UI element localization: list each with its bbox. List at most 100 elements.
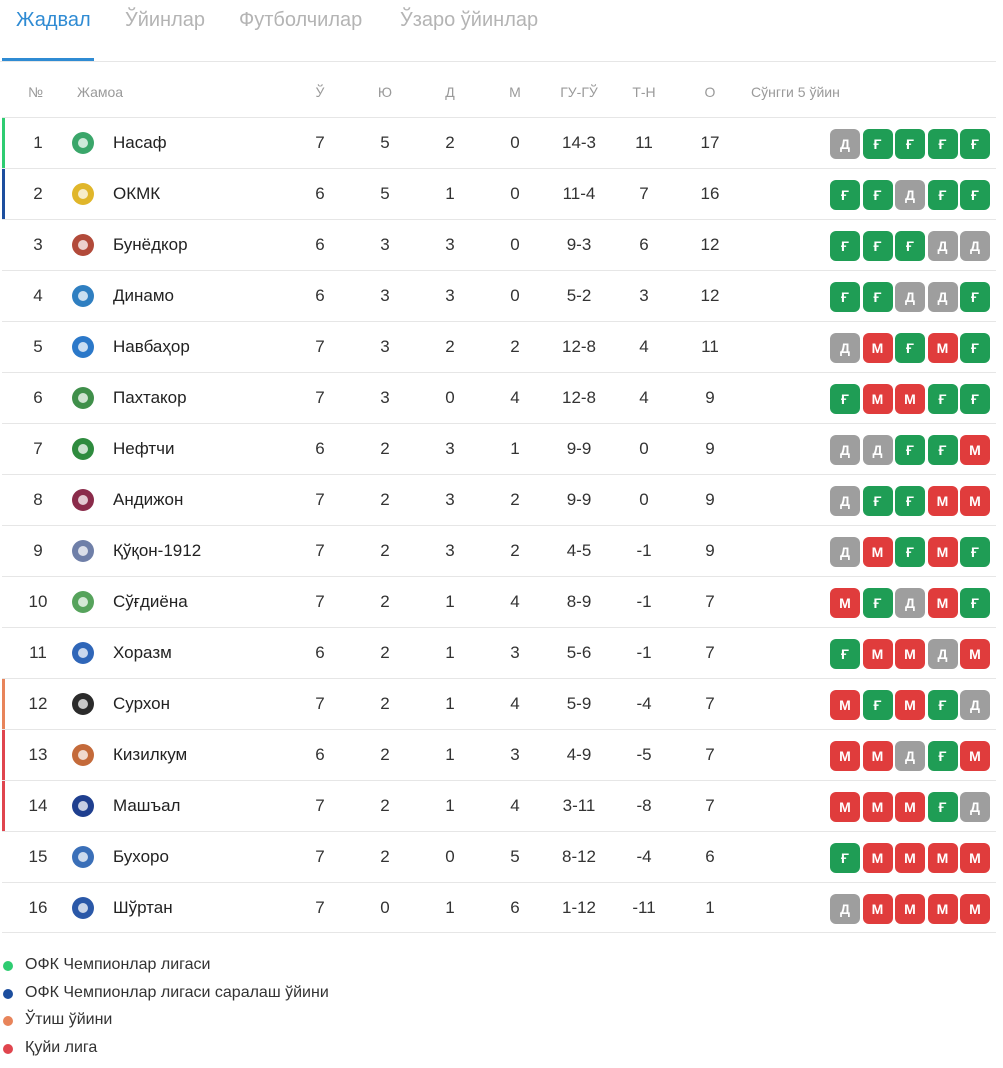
form-win-badge[interactable]: Ғ (830, 282, 860, 312)
form-win-badge[interactable]: Ғ (830, 384, 860, 414)
team-name[interactable]: Сўғдиёна (113, 592, 188, 611)
form-loss-badge[interactable]: М (960, 639, 990, 669)
tab-head-to-head[interactable]: Ўзаро ўйинлар (400, 9, 539, 31)
form-loss-badge[interactable]: М (960, 486, 990, 516)
form-draw-badge[interactable]: Д (927, 639, 958, 669)
form-win-badge[interactable]: Ғ (960, 588, 990, 618)
table-row[interactable]: 3 6 3 3 0 9-3 6 12 Бунёдкор Ғ Ғ Ғ Д Д (2, 219, 996, 270)
team-name[interactable]: Нефтчи (113, 439, 175, 458)
tab-players[interactable]: Футболчилар (239, 9, 363, 31)
form-loss-badge[interactable]: М (862, 333, 893, 363)
form-win-badge[interactable]: Ғ (862, 180, 893, 210)
team-name[interactable]: Андижон (113, 490, 184, 509)
table-row[interactable]: 12 7 2 1 4 5-9 -4 7 Сурхон М Ғ М Ғ Д (2, 678, 996, 729)
team-name[interactable]: Сурхон (113, 694, 171, 713)
form-win-badge[interactable]: Ғ (960, 129, 990, 159)
form-win-badge[interactable]: Ғ (927, 690, 958, 720)
form-win-badge[interactable]: Ғ (862, 129, 893, 159)
form-win-badge[interactable]: Ғ (960, 282, 990, 312)
table-row[interactable]: 2 6 5 1 0 11-4 7 16 ОКМК Ғ Ғ Д Ғ Ғ (2, 168, 996, 219)
form-win-badge[interactable]: Ғ (960, 384, 990, 414)
form-win-badge[interactable]: Ғ (895, 435, 925, 465)
table-row[interactable]: 7 6 2 3 1 9-9 0 9 Нефтчи Д Д Ғ Ғ М (2, 423, 996, 474)
team-name[interactable]: Шўртан (113, 898, 173, 917)
form-loss-badge[interactable]: М (960, 741, 990, 771)
form-win-badge[interactable]: Ғ (960, 333, 990, 363)
tab-standings[interactable]: Жадвал (16, 9, 91, 31)
form-win-badge[interactable]: Ғ (927, 129, 958, 159)
form-win-badge[interactable]: Ғ (927, 792, 958, 822)
form-loss-badge[interactable]: М (830, 588, 860, 618)
form-win-badge[interactable]: Ғ (895, 231, 925, 261)
form-win-badge[interactable]: Ғ (862, 588, 893, 618)
form-loss-badge[interactable]: М (927, 894, 958, 924)
form-win-badge[interactable]: Ғ (960, 537, 990, 567)
form-loss-badge[interactable]: М (830, 741, 860, 771)
team-name[interactable]: Қўқон-1912 (113, 541, 202, 560)
form-win-badge[interactable]: Ғ (862, 282, 893, 312)
team-name[interactable]: Динамо (113, 286, 174, 305)
form-win-badge[interactable]: Ғ (830, 231, 860, 261)
form-loss-badge[interactable]: М (862, 741, 893, 771)
form-draw-badge[interactable]: Д (830, 537, 860, 567)
team-name[interactable]: Пахтакор (113, 388, 187, 407)
form-draw-badge[interactable]: Д (862, 435, 893, 465)
table-row[interactable]: 5 7 3 2 2 12-8 4 11 Навбаҳор Д М Ғ М Ғ (2, 321, 996, 372)
form-loss-badge[interactable]: М (862, 537, 893, 567)
form-loss-badge[interactable]: М (830, 690, 860, 720)
form-win-badge[interactable]: Ғ (927, 384, 958, 414)
form-draw-badge[interactable]: Д (830, 435, 860, 465)
form-loss-badge[interactable]: М (895, 639, 925, 669)
form-loss-badge[interactable]: М (960, 435, 990, 465)
form-draw-badge[interactable]: Д (960, 231, 990, 261)
form-win-badge[interactable]: Ғ (830, 843, 860, 873)
form-draw-badge[interactable]: Д (895, 282, 925, 312)
form-loss-badge[interactable]: М (960, 843, 990, 873)
team-name[interactable]: Навбаҳор (113, 337, 190, 356)
form-win-badge[interactable]: Ғ (862, 690, 893, 720)
form-win-badge[interactable]: Ғ (927, 435, 958, 465)
form-loss-badge[interactable]: М (927, 537, 958, 567)
table-row[interactable]: 6 7 3 0 4 12-8 4 9 Пахтакор Ғ М М Ғ Ғ (2, 372, 996, 423)
form-loss-badge[interactable]: М (895, 792, 925, 822)
form-loss-badge[interactable]: М (862, 792, 893, 822)
team-name[interactable]: Насаф (113, 133, 167, 152)
table-row[interactable]: 1 7 5 2 0 14-3 11 17 Насаф Д Ғ Ғ Ғ Ғ (2, 117, 996, 168)
form-draw-badge[interactable]: Д (830, 486, 860, 516)
form-win-badge[interactable]: Ғ (927, 741, 958, 771)
form-draw-badge[interactable]: Д (895, 588, 925, 618)
form-draw-badge[interactable]: Д (927, 282, 958, 312)
form-win-badge[interactable]: Ғ (895, 129, 925, 159)
form-win-badge[interactable]: Ғ (862, 231, 893, 261)
form-loss-badge[interactable]: М (862, 843, 893, 873)
form-win-badge[interactable]: Ғ (895, 537, 925, 567)
table-row[interactable]: 4 6 3 3 0 5-2 3 12 Динамо Ғ Ғ Д Д Ғ (2, 270, 996, 321)
form-loss-badge[interactable]: М (895, 384, 925, 414)
form-draw-badge[interactable]: Д (895, 741, 925, 771)
form-loss-badge[interactable]: М (862, 894, 893, 924)
form-draw-badge[interactable]: Д (927, 231, 958, 261)
form-win-badge[interactable]: Ғ (830, 639, 860, 669)
form-loss-badge[interactable]: М (895, 843, 925, 873)
form-loss-badge[interactable]: М (960, 894, 990, 924)
form-draw-badge[interactable]: Д (960, 690, 990, 720)
form-draw-badge[interactable]: Д (895, 180, 925, 210)
table-row[interactable]: 13 6 2 1 3 4-9 -5 7 Кизилкум М М Д Ғ М (2, 729, 996, 780)
form-win-badge[interactable]: Ғ (927, 180, 958, 210)
form-loss-badge[interactable]: М (927, 333, 958, 363)
team-name[interactable]: Бунёдкор (113, 235, 188, 254)
table-row[interactable]: 11 6 2 1 3 5-6 -1 7 Хоразм Ғ М М Д М (2, 627, 996, 678)
form-loss-badge[interactable]: М (830, 792, 860, 822)
form-loss-badge[interactable]: М (927, 588, 958, 618)
form-win-badge[interactable]: Ғ (862, 486, 893, 516)
table-row[interactable]: 8 7 2 3 2 9-9 0 9 Андижон Д Ғ Ғ М М (2, 474, 996, 525)
team-name[interactable]: Кизилкум (113, 745, 188, 764)
form-win-badge[interactable]: Ғ (895, 333, 925, 363)
form-draw-badge[interactable]: Д (830, 129, 860, 159)
team-name[interactable]: Бухоро (113, 847, 169, 866)
form-loss-badge[interactable]: М (927, 486, 958, 516)
form-loss-badge[interactable]: М (862, 384, 893, 414)
table-row[interactable]: 16 7 0 1 6 1-12 -11 1 Шўртан Д М М М М (2, 882, 996, 933)
form-loss-badge[interactable]: М (927, 843, 958, 873)
team-name[interactable]: Хоразм (113, 643, 172, 662)
